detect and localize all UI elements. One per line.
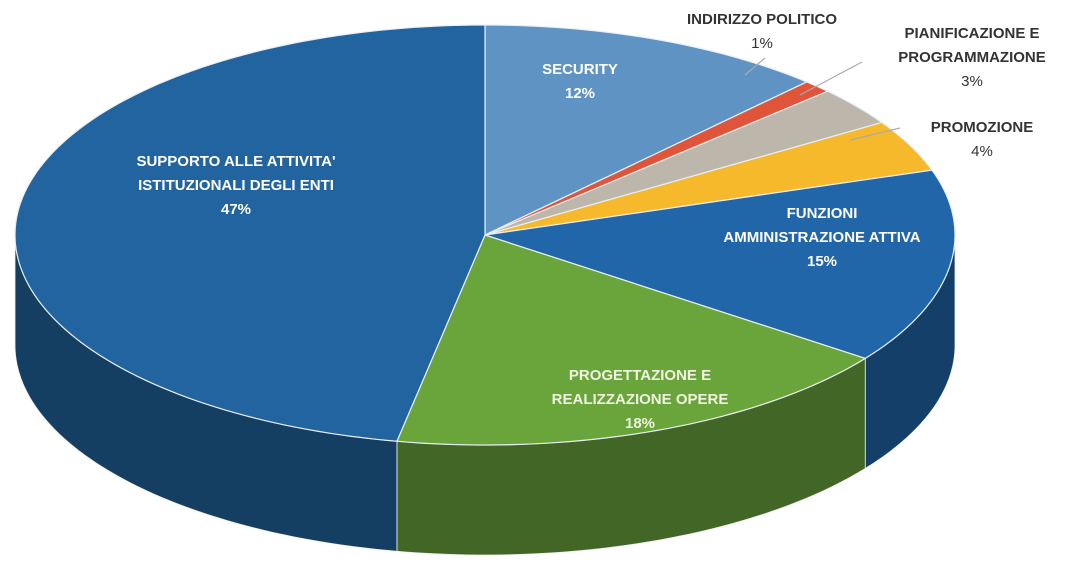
slice-label: SUPPORTO ALLE ATTIVITA' ISTITUZIONALI DE… (96, 150, 376, 222)
category-label: INDIRIZZO POLITICO (687, 11, 837, 28)
slice (396, 234, 867, 446)
category-label: PROMOZIONE (930, 119, 1034, 136)
slice (484, 90, 884, 236)
category-label: FUNZIONI AMMINISTRAZIONE ATTIVA (723, 205, 921, 246)
value-label: 15% (806, 253, 838, 270)
category-label: PROGETTAZIONE E REALIZZAZIONE OPERE (551, 367, 729, 408)
category-label: PIANIFICAZIONE E PROGRAMMAZIONE (898, 25, 1046, 66)
slice (14, 24, 486, 442)
slice (484, 169, 956, 360)
leader-line (744, 57, 766, 76)
value-label: 1% (751, 35, 773, 52)
slice-label: PROGETTAZIONE E REALIZZAZIONE OPERE 18% (510, 364, 770, 436)
slice-label: SECURITY 12% (520, 58, 640, 106)
slice-label: INDIRIZZO POLITICO 1% (652, 8, 872, 56)
value-label: 4% (971, 143, 993, 160)
slice (484, 24, 809, 236)
slice (484, 121, 934, 236)
slice-label: PIANIFICAZIONE E PROGRAMMAZIONE 3% (862, 22, 1077, 94)
leader-line (799, 61, 863, 96)
value-label: 18% (624, 415, 656, 432)
category-label: SUPPORTO ALLE ATTIVITA' ISTITUZIONALI DE… (136, 153, 336, 194)
leader-line (849, 127, 901, 141)
slice-label: PROMOZIONE 4% (892, 116, 1072, 164)
value-label: 47% (220, 201, 252, 218)
category-label: SECURITY (542, 61, 618, 78)
value-label: 3% (961, 73, 983, 90)
value-label: 12% (564, 85, 596, 102)
slice-label: FUNZIONI AMMINISTRAZIONE ATTIVA 15% (722, 202, 922, 274)
